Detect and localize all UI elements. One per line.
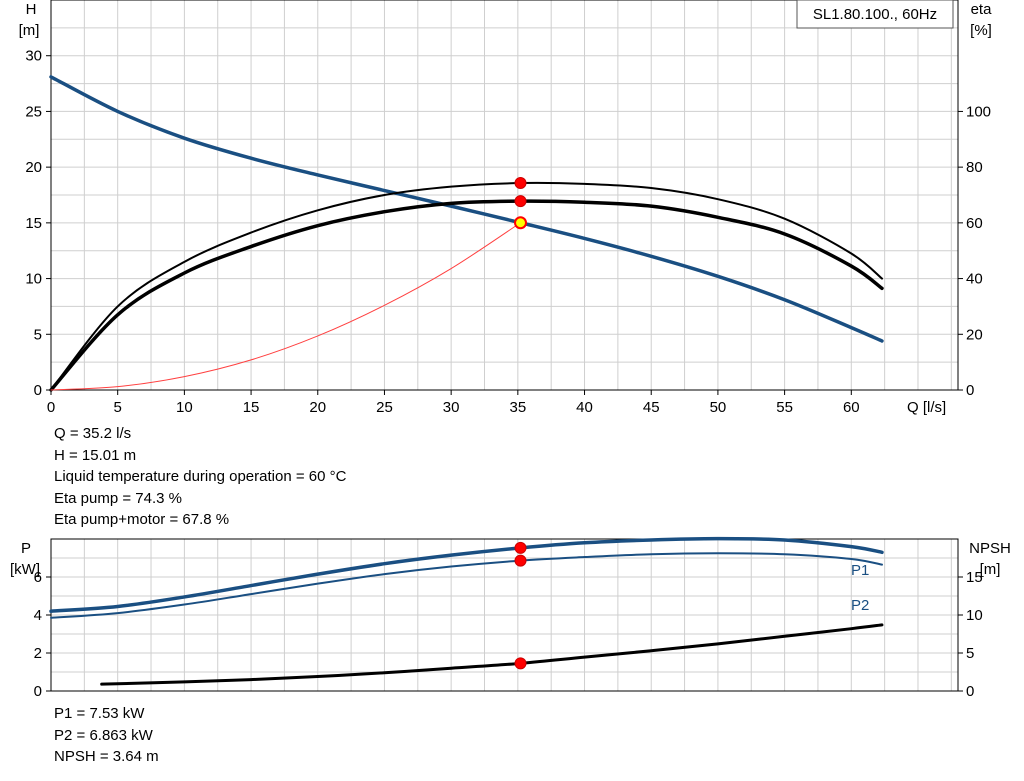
y-tick-label-left: 0 bbox=[34, 683, 42, 700]
y-axis-unit-right: [m] bbox=[980, 561, 1001, 578]
duty-point-marker bbox=[514, 554, 527, 567]
y-axis-label-left: H bbox=[26, 1, 37, 18]
info-npsh: NPSH = 3.64 m bbox=[54, 748, 159, 765]
y-tick-label-right: 40 bbox=[966, 271, 983, 288]
info-liquid-temperature: Liquid temperature during operation = 60… bbox=[54, 468, 347, 485]
y-tick-label-right: 15 bbox=[966, 569, 983, 586]
y-tick-label-right: 60 bbox=[966, 215, 983, 232]
duty-point-marker bbox=[514, 657, 527, 670]
x-tick-label: 50 bbox=[710, 399, 727, 416]
y-tick-label-right: 80 bbox=[966, 159, 983, 176]
series-line bbox=[50, 181, 883, 391]
x-tick-label: 60 bbox=[843, 399, 860, 416]
y-axis-label-right: NPSH bbox=[969, 540, 1011, 557]
info-flow: Q = 35.2 l/s bbox=[54, 425, 132, 442]
chart-title-frame bbox=[796, 0, 954, 29]
y-tick-label-left: 10 bbox=[25, 271, 42, 288]
info-eta-pump: Eta pump = 74.3 % bbox=[54, 489, 182, 507]
info-p2: P2 = 6.863 kW bbox=[54, 726, 153, 744]
x-tick-label: 20 bbox=[309, 399, 326, 416]
duty-point-marker bbox=[514, 216, 528, 230]
duty-point-marker bbox=[514, 177, 527, 190]
chart-title: SL1.80.100., 60Hz bbox=[813, 6, 937, 23]
series-line-p2 bbox=[50, 552, 883, 619]
y-axis-label-left: P bbox=[21, 540, 31, 557]
y-axis-label-right: eta bbox=[971, 1, 993, 18]
plot-frame bbox=[50, 0, 959, 391]
series-line bbox=[49, 75, 884, 343]
series-line bbox=[50, 222, 522, 391]
power-npsh-chart: 0 2 4 6 0 5 10 15 P [kW] NPSH [m] P1 P2 bbox=[10, 536, 1011, 700]
info-head: H = 15.01 m bbox=[54, 446, 137, 464]
x-tick-label: 35 bbox=[509, 399, 526, 416]
y-tick-label-left: 20 bbox=[25, 159, 42, 176]
x-tick-label: 40 bbox=[576, 399, 593, 416]
x-tick-label: 5 bbox=[114, 399, 122, 416]
x-tick-label: 0 bbox=[47, 399, 55, 416]
x-tick-label: 10 bbox=[176, 399, 193, 416]
y-tick-label-left: 25 bbox=[25, 103, 42, 120]
series-line bbox=[49, 199, 884, 392]
y-tick-label-left: 0 bbox=[34, 382, 42, 399]
info-p1: P1 = 7.53 kW bbox=[54, 705, 145, 722]
chart-title-box: SL1.80.100., 60Hz bbox=[796, 0, 954, 29]
y-tick-label-right: 100 bbox=[966, 103, 991, 120]
x-tick-label: 55 bbox=[776, 399, 793, 416]
info-eta-pump-motor: Eta pump+motor = 67.8 % bbox=[54, 511, 230, 528]
x-tick-label: 45 bbox=[643, 399, 660, 416]
y-tick-label-left: 5 bbox=[34, 326, 42, 343]
y-tick-label-left: 4 bbox=[34, 607, 42, 624]
series-line-p1 bbox=[49, 536, 884, 613]
y-tick-label-left: 2 bbox=[34, 645, 42, 662]
y-axis-unit-left: [m] bbox=[19, 22, 40, 39]
y-axis-unit-left: [kW] bbox=[10, 561, 40, 578]
x-axis-label: Q [l/s] bbox=[907, 399, 946, 416]
y-tick-label-right: 20 bbox=[966, 326, 983, 343]
y-tick-label-right: 0 bbox=[966, 382, 974, 399]
duty-point-marker bbox=[514, 195, 527, 208]
series-label-p2: P2 bbox=[851, 597, 869, 614]
performance-chart: 0 5 10 15 20 25 30 0 20 40 60 80 100 0 5 10 15 20 25 30 35 40… bbox=[19, 0, 993, 416]
y-tick-label-right: 0 bbox=[966, 683, 974, 700]
y-tick-label-left: 30 bbox=[25, 48, 42, 65]
x-tick-label: 25 bbox=[376, 399, 393, 416]
y-tick-label-right: 10 bbox=[966, 607, 983, 624]
y-tick-label-left: 6 bbox=[34, 569, 42, 586]
duty-point-marker bbox=[514, 541, 527, 554]
series-label-p1: P1 bbox=[851, 562, 869, 579]
y-tick-label-right: 5 bbox=[966, 645, 974, 662]
x-tick-label: 30 bbox=[443, 399, 460, 416]
y-axis-unit-right: [%] bbox=[970, 22, 992, 39]
x-tick-label: 15 bbox=[243, 399, 260, 416]
power-info: P1 = 7.53 kW P2 = 6.863 kW NPSH = 3.64 m bbox=[54, 703, 159, 768]
duty-point-info: Q = 35.2 l/s H = 15.01 m Liquid temperat… bbox=[54, 423, 346, 531]
y-tick-label-left: 15 bbox=[25, 215, 42, 232]
